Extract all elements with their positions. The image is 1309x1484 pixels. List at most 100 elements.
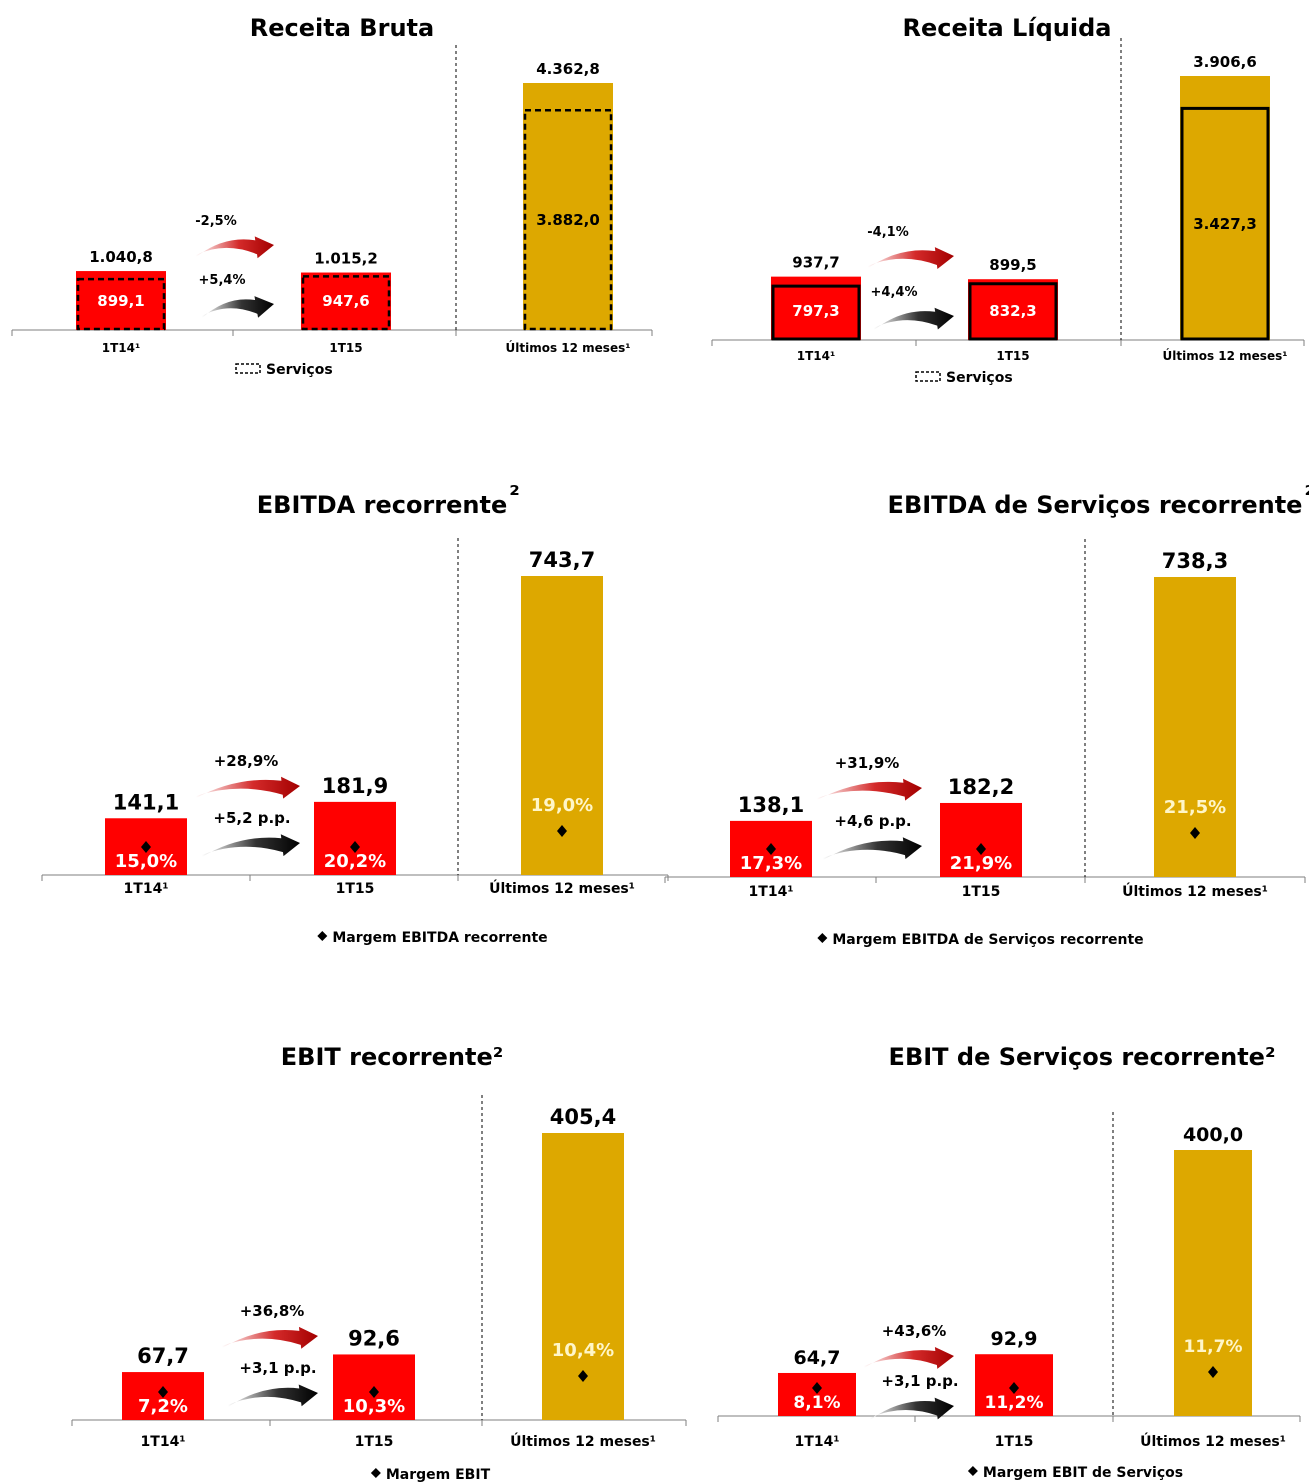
category-label: Últimos 12 meses¹ <box>489 879 635 897</box>
chart-5: EBIT de Serviços recorrente² 64,7 8,1% 1T14… <box>717 1043 1301 1481</box>
services-value-label: 797,3 <box>792 302 839 320</box>
growth-total-label: +43,6% <box>882 1322 947 1340</box>
bar-value-label: 1.015,2 <box>314 250 378 268</box>
chart-1: Receita Líquida 937,7 797,3 1T14¹ 899,5 832,3… <box>711 14 1305 386</box>
category-label: 1T15 <box>355 1434 394 1450</box>
legend-swatch <box>915 371 941 382</box>
category-label: 1T14¹ <box>797 349 836 363</box>
bar-value-label: 181,9 <box>322 774 388 798</box>
chart-title: Receita Líquida <box>903 14 1112 42</box>
bar-value-label: 738,3 <box>1162 549 1228 573</box>
legend-label: Margem EBITDA de Serviços recorrente <box>832 932 1143 948</box>
margin-value-label: 10,3% <box>343 1396 405 1417</box>
growth-total-label: +28,9% <box>214 752 279 770</box>
growth-arrow-black <box>202 296 274 318</box>
legend-marker <box>317 931 328 941</box>
category-label: Últimos 12 meses¹ <box>510 1432 656 1450</box>
bar-value-label: 400,0 <box>1183 1124 1243 1146</box>
margin-value-label: 21,5% <box>1164 797 1226 818</box>
margin-marker <box>557 825 567 837</box>
bar <box>523 83 613 330</box>
growth-total-label: +36,8% <box>240 1302 305 1320</box>
margin-value-label: 15,0% <box>115 851 177 872</box>
category-label: Últimos 12 meses¹ <box>1163 348 1288 363</box>
bar <box>940 802 1022 877</box>
bar-value-label: 405,4 <box>550 1105 616 1129</box>
bar-value-label: 138,1 <box>738 793 804 817</box>
bar <box>968 279 1058 340</box>
bar-value-label: 141,1 <box>113 790 179 814</box>
chart-2: EBITDA recorrente ² 141,1 15,0% 1T14¹ 181,9 20… <box>41 481 669 946</box>
category-label: 1T15 <box>336 881 375 897</box>
growth-total-label: -4,1% <box>867 225 908 240</box>
margin-marker <box>1009 1382 1019 1394</box>
legend-label: Margem EBITDA recorrente <box>332 930 547 946</box>
chart-4: EBIT recorrente² 67,7 7,2% 1T14¹ 92,6 10,3% 1T… <box>71 1043 687 1483</box>
margin-value-label: 21,9% <box>950 853 1012 874</box>
growth-secondary-label: +5,4% <box>199 273 246 288</box>
services-value-label: 947,6 <box>322 292 369 310</box>
margin-marker <box>1208 1366 1218 1378</box>
bar <box>778 1372 856 1416</box>
margin-value-label: 11,7% <box>1184 1337 1243 1357</box>
chart-title: EBITDA de Serviços recorrente <box>888 491 1303 519</box>
category-label: 1T15 <box>962 884 1001 900</box>
services-bar-outline <box>523 108 613 331</box>
growth-arrow-red <box>222 1326 318 1349</box>
bar-value-label: 899,5 <box>989 256 1036 274</box>
margin-value-label: 8,1% <box>793 1393 840 1413</box>
bar-value-label: 937,7 <box>792 254 839 272</box>
bar-value-label: 92,6 <box>348 1326 400 1350</box>
bar <box>1180 76 1270 340</box>
category-label: 1T14¹ <box>124 881 169 897</box>
title-superscript: ² <box>509 481 520 509</box>
margin-marker <box>141 841 151 853</box>
growth-arrow-black <box>202 834 300 857</box>
margin-marker <box>1190 827 1200 839</box>
bar-value-label: 92,9 <box>991 1328 1038 1350</box>
margin-value-label: 20,2% <box>324 851 386 872</box>
growth-arrow-red <box>868 247 954 270</box>
title-superscript: ² <box>1304 481 1309 509</box>
legend-swatch <box>235 363 261 374</box>
margin-marker <box>578 1370 588 1382</box>
chart-0: Receita Bruta 1.040,8 899,1 1T14¹ 1.015,2 947… <box>11 14 653 378</box>
category-label: 1T14¹ <box>795 1434 840 1450</box>
services-value-label: 3.882,0 <box>536 211 600 229</box>
bar-value-label: 4.362,8 <box>536 60 600 78</box>
legend-marker <box>817 933 828 943</box>
growth-arrow-black <box>870 1397 954 1420</box>
legend-label: Margem EBIT de Serviços <box>983 1465 1183 1481</box>
chart-title: Receita Bruta <box>250 14 434 42</box>
bar <box>76 271 166 330</box>
growth-arrow-red <box>817 778 922 801</box>
margin-value-label: 10,4% <box>552 1340 614 1361</box>
bar-value-label: 67,7 <box>137 1344 189 1368</box>
bar <box>301 272 391 330</box>
margin-marker <box>369 1386 379 1398</box>
services-bar-outline <box>301 275 391 331</box>
growth-secondary-label: +3,1 p.p. <box>881 1372 958 1390</box>
margin-marker <box>158 1386 168 1398</box>
growth-arrow-black <box>823 837 922 860</box>
bar <box>314 801 396 875</box>
margin-value-label: 17,3% <box>740 853 802 874</box>
growth-arrow-red <box>864 1347 954 1369</box>
growth-secondary-label: +3,1 p.p. <box>239 1359 316 1377</box>
services-value-label: 899,1 <box>97 292 144 310</box>
growth-secondary-label: +4,4% <box>871 285 918 300</box>
category-label: 1T14¹ <box>141 1434 186 1450</box>
bar-value-label: 1.040,8 <box>89 248 153 266</box>
margin-value-label: 19,0% <box>531 795 593 816</box>
margin-marker <box>766 843 776 855</box>
category-label: 1T14¹ <box>102 341 141 355</box>
growth-total-label: -2,5% <box>195 214 236 229</box>
category-label: Últimos 12 meses¹ <box>1122 882 1268 900</box>
bar-value-label: 64,7 <box>794 1347 841 1369</box>
legend-marker <box>967 1466 978 1476</box>
category-label: 1T15 <box>329 341 362 355</box>
bar-value-label: 182,2 <box>948 775 1014 799</box>
services-bar-outline <box>1180 106 1270 341</box>
bar-value-label: 743,7 <box>529 548 595 572</box>
